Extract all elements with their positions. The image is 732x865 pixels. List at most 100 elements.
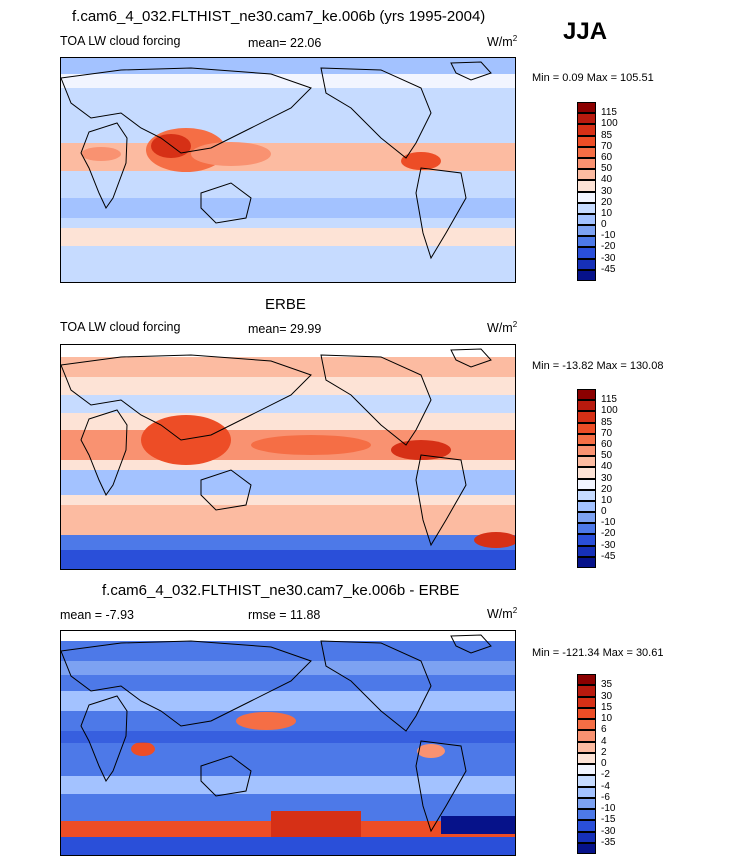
colorbar-swatch	[577, 478, 596, 490]
weddell-negative-anomaly	[441, 816, 515, 834]
colorbar-swatch	[577, 820, 596, 832]
colorbar-tick-label: 85	[601, 129, 613, 141]
colorbar-swatch	[577, 730, 596, 742]
west-pacific-anomaly	[191, 142, 271, 166]
panel-1-map	[60, 57, 516, 283]
north-america-outline	[320, 354, 432, 446]
colorbar-tick-label: 30	[601, 690, 613, 702]
panel-3-rmse-label: rmse = 11.88	[248, 608, 321, 622]
colorbar-tick-label: 115	[601, 107, 617, 119]
africa-outline	[80, 695, 128, 782]
africa-outline	[80, 409, 128, 496]
colorbar-swatch	[577, 411, 596, 423]
colorbar-tick-label: 35	[601, 679, 613, 691]
colorbar-tick-label: -20	[601, 528, 616, 540]
weddell-anomaly	[474, 532, 515, 548]
east-pacific-positive-anomaly	[417, 744, 445, 758]
panel-3-title: f.cam6_4_032.FLTHIST_ne30.cam7_ke.006b -…	[102, 582, 460, 599]
itcz-negative-band	[61, 731, 515, 743]
antarctic-core	[61, 550, 515, 569]
panel-1-title: f.cam6_4_032.FLTHIST_ne30.cam7_ke.006b (…	[72, 8, 486, 25]
colorbar-tick-label: 0	[601, 219, 607, 231]
subtropic-band	[61, 88, 515, 96]
greenland-outline	[450, 348, 492, 368]
north-america-outline	[320, 67, 432, 159]
north-mid-lat-band	[61, 74, 515, 90]
colorbar-swatch	[577, 157, 596, 170]
indian-ocean-positive-anomaly	[131, 742, 155, 756]
colorbar-tick-label: 60	[601, 151, 613, 163]
asian-monsoon-anomaly	[141, 415, 231, 465]
australia-outline	[200, 755, 252, 797]
colorbar-tick-label: 10	[601, 713, 613, 724]
continent-outlines	[61, 348, 492, 547]
season-label: JJA	[563, 18, 608, 45]
colorbar-swatch	[577, 191, 596, 203]
colorbar-swatch	[577, 236, 596, 248]
colorbar-tick-label: 20	[601, 196, 613, 208]
colorbar-swatch	[577, 258, 596, 270]
panel-2-mean-label: mean= 29.99	[248, 322, 322, 336]
colorbar-swatch	[577, 489, 596, 501]
colorbar-swatch	[577, 809, 596, 821]
continent-outlines	[61, 61, 492, 260]
missing-data-band	[61, 345, 515, 357]
colorbar-swatch	[577, 674, 596, 686]
panel-3-colorbar: 35 30 15 10 6 4 2 0 -2 -4 -6 -10 -15 -30 -35	[577, 674, 615, 854]
colorbar-swatch	[577, 389, 596, 401]
colorbar-tick-label: -4	[601, 780, 610, 792]
colorbar-tick-label: 70	[601, 140, 613, 152]
subtropic-band	[61, 691, 515, 711]
colorbar-swatch	[577, 169, 596, 181]
colorbar-tick-label: -45	[601, 550, 616, 562]
colorbar-swatch	[577, 180, 596, 192]
colorbar-swatch	[577, 247, 596, 259]
colorbar-swatch	[577, 433, 596, 445]
eurasia-outline	[61, 640, 312, 727]
colorbar-tick-label: 6	[601, 724, 607, 736]
colorbar-swatch	[577, 741, 596, 753]
colorbar-swatch	[577, 752, 596, 764]
africa-outline	[80, 122, 128, 209]
missing-data-band	[61, 631, 515, 641]
southern-subtropic-band	[61, 776, 515, 794]
south-america-outline	[415, 454, 467, 547]
panel-2-colorbar: 115 100 85 70 60 50 40 30 20 10 0 -10 -20 -30 -45	[577, 389, 618, 568]
colorbar-tick-label: 20	[601, 483, 613, 495]
colorbar-tick-label: 100	[601, 405, 618, 417]
colorbar-swatch	[577, 102, 596, 114]
southern-subtropic-band	[61, 198, 515, 218]
colorbar-tick-label: 0	[601, 758, 607, 769]
greenland-outline	[450, 634, 492, 654]
colorbar-swatch	[577, 135, 596, 147]
colorbar-tick-label: -15	[601, 814, 616, 826]
colorbar-tick-label: -30	[601, 825, 616, 837]
east-pacific-anomaly	[401, 152, 441, 170]
panel-2-map-svg	[61, 345, 515, 569]
colorbar-tick-label: 85	[601, 416, 613, 428]
colorbar-tick-label: 15	[601, 701, 613, 713]
colorbar-swatch	[577, 444, 596, 457]
colorbar-swatch	[577, 842, 596, 854]
west-pacific-positive-anomaly	[236, 712, 296, 730]
colorbar-swatch	[577, 467, 596, 479]
colorbar-swatch	[577, 696, 596, 708]
itcz-band	[61, 143, 515, 171]
colorbar-tick-label: 70	[601, 427, 613, 439]
southern-storm-track-band	[61, 505, 515, 535]
panel-3-mean-label: mean = -7.93	[60, 608, 135, 622]
colorbar-tick-label: -10	[601, 230, 616, 242]
colorbar-swatch	[577, 523, 596, 535]
panel-2-left-label: TOA LW cloud forcing	[60, 320, 181, 334]
colorbar-tick-label: 50	[601, 450, 613, 462]
panel-3-map-svg	[61, 631, 515, 855]
colorbar-tick-label: 0	[601, 506, 607, 518]
panel-3-units: W/m2	[487, 606, 518, 622]
colorbar-swatch	[577, 124, 596, 136]
colorbar-swatch	[577, 797, 596, 809]
colorbar-swatch	[577, 500, 596, 513]
panel-1-colorbar: 115 100 85 70 60 50 40 30 20 10 0 -10 -20 -30 -45	[577, 102, 618, 281]
colorbar-swatch	[577, 202, 596, 214]
australia-outline	[200, 182, 252, 224]
panel-1-minmax: Min = 0.09 Max = 105.51	[532, 72, 654, 84]
